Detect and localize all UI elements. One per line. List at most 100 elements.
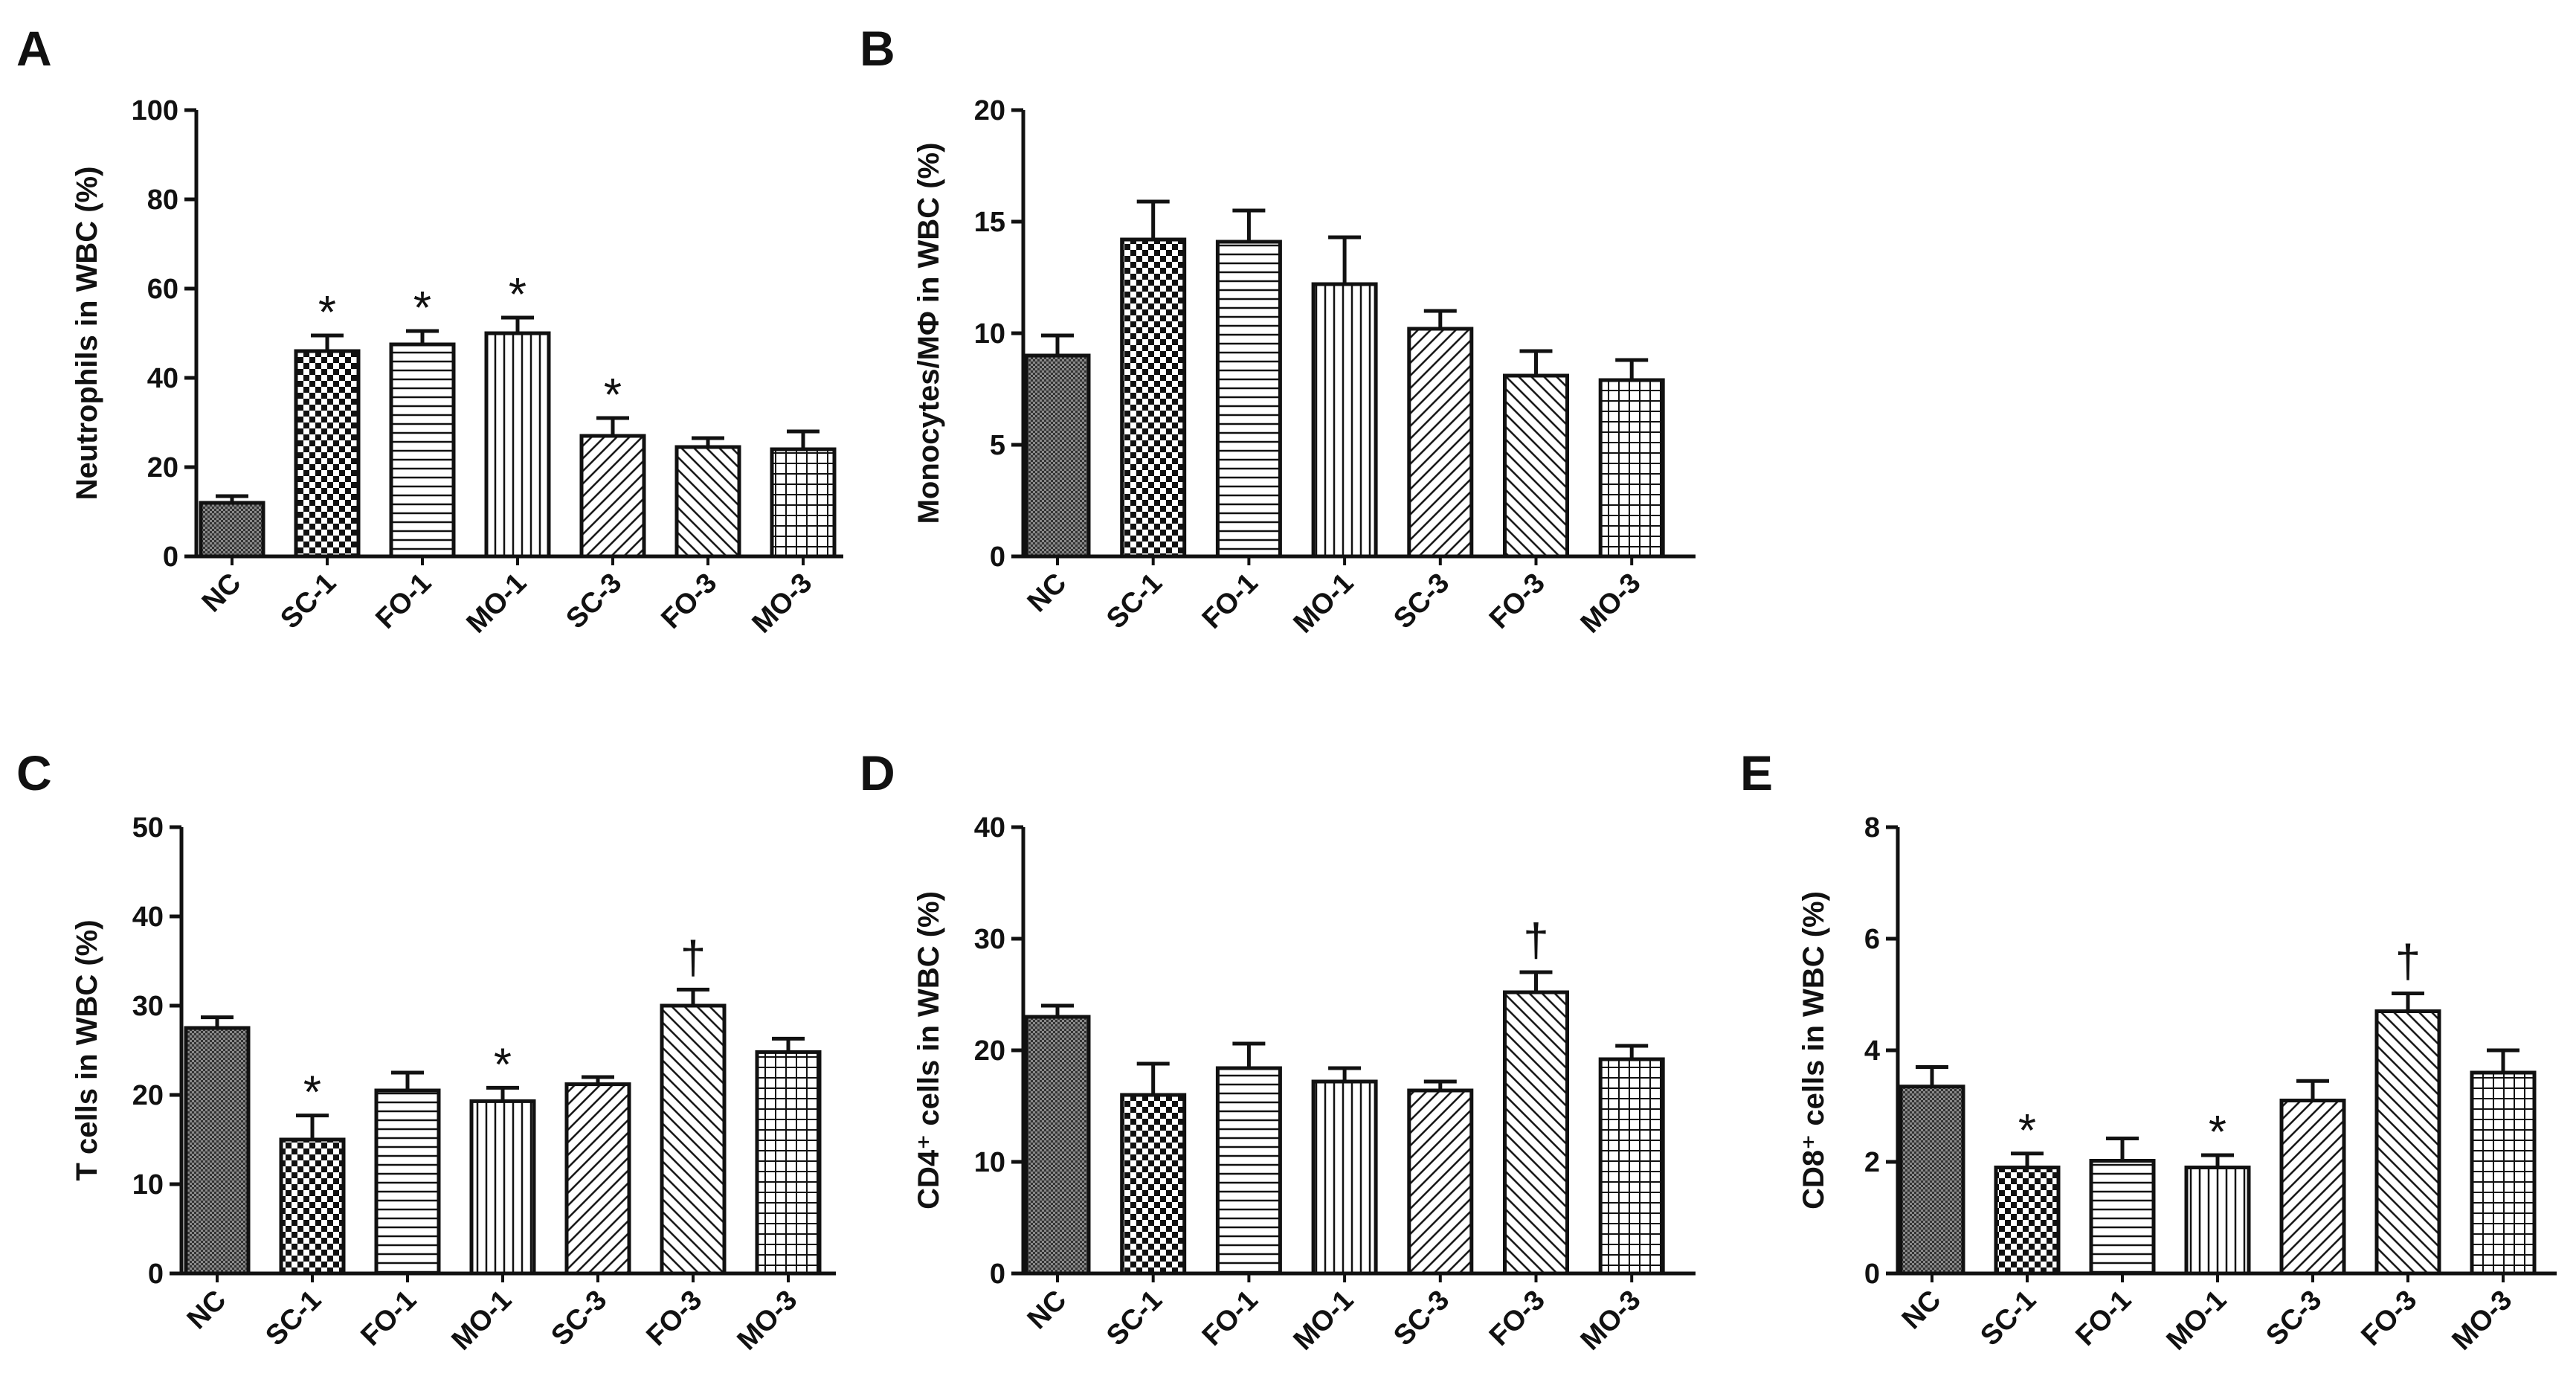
panel-b-category-label-sc-1: SC-1 [1101,568,1168,635]
panel-e-y-tick-label: 8 [1864,812,1880,844]
panel-e-y-tick-label: 2 [1864,1147,1880,1178]
panel-c-category-label-nc: NC [181,1285,233,1336]
panel-a-y-tick-label: 60 [147,274,178,305]
panel-c-bar-mo-1 [469,1099,536,1276]
panel-a-bar-sc-3 [579,434,646,559]
panel-b-category-label-mo-1: MO-1 [1288,568,1360,640]
panel-a-category-label-fo-3: FO-3 [655,568,723,635]
panel-c-category-label-sc-3: SC-3 [545,1285,613,1352]
panel-e-letter: E [1740,745,1773,800]
panel-e-category-label-fo-3: FO-3 [2355,1285,2423,1352]
panel-e-bar-mo-1 [2184,1166,2251,1276]
panel-c-category-label-fo-3: FO-3 [640,1285,708,1352]
panel-c-category-label-fo-1: FO-1 [355,1285,422,1352]
panel-c-bar-sc-1 [279,1137,346,1276]
panel-d-y-tick-label: 30 [974,924,1005,955]
panel-a-bar-sc-1 [294,349,361,559]
panel-e-y-tick-label: 4 [1864,1035,1880,1067]
panel-d-letter: D [860,745,895,800]
panel-d-y-tick-label: 20 [974,1035,1005,1067]
panel-e-marker-fo-3: † [2395,936,2421,988]
panel-a-y-label: Neutrophils in WBC (%) [71,167,103,501]
panel-d-y-tick-label: 40 [974,812,1005,844]
panel-b-bar-sc-1 [1120,237,1187,559]
panel-a-marker-sc-1: * [318,287,336,338]
panel-b-category-label-fo-3: FO-3 [1484,568,1551,635]
panel-b-category-label-fo-1: FO-1 [1197,568,1264,635]
panel-a-letter: A [16,21,52,76]
panel-c-letter: C [16,745,52,800]
panel-e-category-label-mo-3: MO-3 [2446,1285,2518,1357]
panel-d-category-label-mo-1: MO-1 [1288,1285,1360,1357]
panel-d-bar-nc [1024,1015,1091,1276]
panel-e-y-tick-label: 0 [1864,1259,1880,1290]
panel-c-y-label: T cells in WBC (%) [71,919,103,1180]
panel-a-bar-mo-1 [484,331,551,559]
panel-c-marker-mo-1: * [494,1039,512,1090]
panel-b-y-tick-label: 20 [974,95,1005,126]
panel-d-bar-fo-1 [1215,1066,1282,1276]
panel-c-y-tick-label: 30 [132,991,164,1022]
panel-e-category-label-sc-1: SC-1 [1974,1285,2042,1352]
panel-a-category-label-mo-1: MO-1 [460,568,532,640]
panel-b-y-label: Monocytes/MΦ in WBC (%) [912,143,945,524]
panel-d-category-label-sc-1: SC-1 [1101,1285,1168,1352]
panel-c-bar-sc-3 [564,1082,631,1276]
panel-a: A 0 20 40 60 80 100 Neutrophils in WBC (%) NC * S… [16,21,843,640]
panel-d-category-label-mo-3: MO-3 [1575,1285,1647,1357]
panel-a-y-tick-label: 100 [132,95,178,126]
panel-a-category-label-fo-1: FO-1 [370,568,437,635]
panel-d-bar-mo-3 [1598,1057,1665,1276]
panel-c-y-tick-label: 50 [132,812,164,844]
panel-a-bar-nc [199,501,265,559]
panel-c-category-label-mo-1: MO-1 [445,1285,518,1357]
panel-b-bar-sc-3 [1407,327,1474,559]
panel-c-y-tick-label: 0 [148,1259,164,1290]
panel-b-letter: B [860,21,895,76]
panel-d-category-label-nc: NC [1022,1285,1073,1336]
panel-b-bar-nc [1024,353,1091,559]
panel-b-category-label-nc: NC [1022,568,1073,619]
panel-c: C 0 10 20 30 40 50 T cells in WBC (%) NC * SC-1 FO… [16,745,836,1357]
panel-e-bar-sc-1 [1994,1166,2061,1276]
panel-e-bar-fo-3 [2374,1009,2441,1276]
panel-e-marker-mo-1: * [2209,1107,2226,1158]
panel-c-marker-fo-3: † [680,932,706,983]
panel-e-bar-fo-1 [2089,1159,2156,1276]
panel-a-marker-mo-1: * [509,269,527,321]
panel-b-y-tick-label: 0 [990,542,1005,573]
panel-c-bar-fo-1 [374,1088,441,1276]
panel-d-bar-mo-1 [1311,1079,1378,1276]
panel-d-y-tick-label: 0 [990,1259,1005,1290]
panel-d-bar-sc-1 [1120,1093,1187,1276]
panel-e-category-label-mo-1: MO-1 [2160,1285,2232,1357]
panel-b-bar-mo-1 [1311,282,1378,559]
panel-b-y-tick-label: 15 [974,207,1005,238]
panel-e-bar-mo-3 [2470,1070,2537,1276]
panel-c-y-tick-label: 40 [132,902,164,933]
panel-a-category-label-mo-3: MO-3 [746,568,818,640]
panel-b: B 0 5 10 15 20 Monocytes/MΦ in WBC (%) NC SC-1 F… [860,21,1696,640]
panel-c-bar-mo-3 [755,1050,822,1276]
panel-e-category-label-nc: NC [1896,1285,1948,1336]
panel-a-bar-mo-3 [770,447,837,559]
panel-b-bar-fo-1 [1215,240,1282,559]
panel-d-category-label-sc-3: SC-3 [1388,1285,1455,1352]
panel-b-category-label-sc-3: SC-3 [1388,568,1455,635]
panel-a-y-tick-label: 20 [147,452,178,483]
panel-c-y-tick-label: 20 [132,1080,164,1111]
panel-c-bar-nc [184,1026,251,1276]
panel-c-bar-fo-3 [660,1003,727,1276]
panel-e-y-tick-label: 6 [1864,924,1880,955]
panel-d-category-label-fo-1: FO-1 [1197,1285,1264,1352]
panel-a-bar-fo-3 [674,445,741,559]
panel-b-y-tick-label: 5 [990,430,1005,461]
panel-e-marker-sc-1: * [2018,1105,2036,1157]
panel-b-category-label-mo-3: MO-3 [1575,568,1647,640]
panel-e-bar-nc [1899,1085,1965,1276]
panel-a-y-tick-label: 40 [147,363,178,394]
panel-c-marker-sc-1: * [303,1067,321,1119]
panel-d-category-label-fo-3: FO-3 [1484,1285,1551,1352]
panel-d-y-tick-label: 10 [974,1147,1005,1178]
